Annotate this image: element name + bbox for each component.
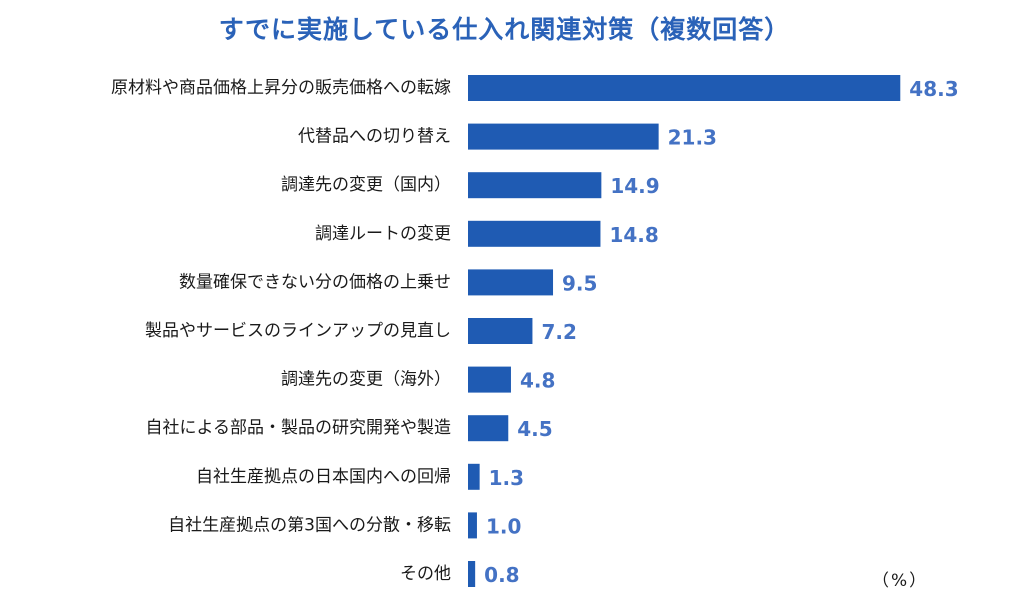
bar [468, 512, 477, 539]
value-label: 14.8 [609, 223, 658, 247]
category-label: 自社生産拠点の日本国内への回帰 [196, 467, 451, 487]
category-label: その他 [400, 564, 451, 584]
unit-label: （%） [872, 571, 929, 591]
value-label: 1.0 [486, 514, 521, 538]
category-label: 代替品への切り替え [298, 127, 451, 147]
value-label: 7.2 [541, 320, 576, 344]
category-label: 数量確保できない分の価格の上乗せ [179, 272, 451, 292]
value-label: 21.3 [668, 126, 717, 150]
category-label: 調達ルートの変更 [315, 224, 451, 244]
category-label: 自社生産拠点の第3国への分散・移転 [168, 515, 451, 535]
bar [468, 172, 602, 199]
category-label: 自社による部品・製品の研究開発や製造 [146, 418, 452, 438]
value-label: 14.9 [610, 174, 659, 198]
value-label: 1.3 [489, 466, 524, 490]
bar [468, 415, 509, 442]
bar [468, 220, 601, 247]
bar [468, 123, 659, 150]
category-label: 原材料や商品価格上昇分の販売価格への転嫁 [111, 78, 451, 98]
category-label: 製品やサービスのラインアップの見直し [145, 321, 451, 341]
bar [468, 561, 476, 587]
value-label: 9.5 [562, 271, 597, 295]
category-label: 調達先の変更（海外） [281, 370, 451, 390]
value-label: 0.8 [484, 563, 519, 587]
bar [468, 318, 533, 344]
bar [468, 75, 901, 101]
chart-title: すでに実施している仕入れ関連対策（複数回答） [218, 15, 791, 44]
value-label: 4.8 [520, 369, 555, 393]
bar [468, 269, 554, 296]
bar [468, 366, 511, 393]
category-label: 調達先の変更（国内） [281, 175, 451, 195]
value-label: 4.5 [517, 417, 552, 441]
value-label: 48.3 [909, 77, 958, 101]
bar [468, 463, 480, 490]
